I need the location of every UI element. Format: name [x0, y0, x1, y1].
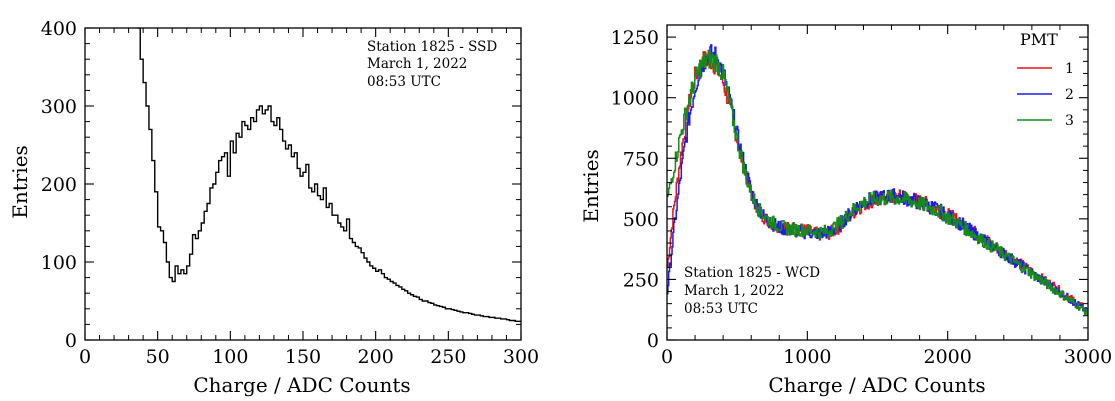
- pmt-3-legend-label: 3: [1065, 113, 1074, 129]
- pmt-1-legend-label: 1: [1065, 61, 1074, 77]
- ssd-plot-frame: [84, 27, 522, 341]
- wcd-y-tick-label: 500: [623, 209, 659, 231]
- wcd-annotation-station: Station 1825 - WCD: [684, 265, 820, 281]
- ssd-annotation-station: Station 1825 - SSD: [367, 39, 497, 55]
- wcd-y-tick-label: 250: [623, 269, 659, 291]
- ssd-histogram-series: [137, 28, 521, 322]
- ssd-x-tick-label: 0: [79, 346, 91, 368]
- wcd-y-tick-label: 1000: [611, 88, 659, 110]
- pmt-legend: PMT 1 2 3: [1017, 30, 1074, 129]
- wcd-y-tick-labels: 0 250 500 750 1000 1250: [611, 27, 659, 352]
- ssd-annotation-date: March 1, 2022: [367, 56, 467, 72]
- wcd-x-tick-label: 1000: [783, 346, 831, 368]
- ssd-x-axis-title: Charge / ADC Counts: [193, 373, 410, 397]
- ssd-y-tick-labels: 0 100 200 300 400: [41, 18, 77, 352]
- wcd-axis-ticks: [666, 24, 1089, 341]
- wcd-y-tick-label: 1250: [611, 27, 659, 49]
- wcd-annotation-time: 08:53 UTC: [684, 301, 758, 317]
- ssd-y-axis-title: Entries: [8, 145, 32, 219]
- wcd-x-tick-label: 3000: [1064, 346, 1112, 368]
- wcd-y-tick-label: 750: [623, 148, 659, 170]
- ssd-x-tick-label: 200: [358, 346, 394, 368]
- ssd-y-tick-label: 200: [41, 174, 77, 196]
- ssd-annotation-time: 08:53 UTC: [367, 74, 441, 90]
- ssd-histogram-panel: 0 50 100 150 200 250 300 0 100 200 300 400 Charge …: [8, 18, 539, 397]
- ssd-x-tick-label: 250: [430, 346, 466, 368]
- ssd-x-tick-labels: 0 50 100 150 200 250 300: [79, 346, 539, 368]
- wcd-x-tick-label: 0: [661, 346, 673, 368]
- pmt-legend-title: PMT: [1020, 30, 1058, 49]
- ssd-y-tick-label: 300: [41, 96, 77, 118]
- wcd-y-tick-label: 0: [647, 330, 659, 352]
- wcd-x-axis-title: Charge / ADC Counts: [768, 373, 985, 397]
- wcd-y-axis-title: Entries: [579, 149, 603, 223]
- pmt-3-line: [667, 49, 1088, 316]
- wcd-annotation-date: March 1, 2022: [684, 283, 784, 299]
- ssd-axis-ticks: [84, 27, 522, 341]
- ssd-x-tick-label: 300: [503, 346, 539, 368]
- ssd-x-tick-label: 150: [285, 346, 321, 368]
- ssd-x-tick-label: 50: [146, 346, 170, 368]
- pmt-legend-items: 1 2 3: [1017, 61, 1074, 129]
- pmt-2-legend-label: 2: [1065, 87, 1074, 103]
- ssd-y-tick-label: 400: [41, 18, 77, 40]
- ssd-histogram-line: [137, 28, 521, 322]
- ssd-y-tick-label: 0: [65, 330, 77, 352]
- wcd-series-group: [667, 44, 1088, 316]
- ssd-x-tick-label: 100: [212, 346, 248, 368]
- wcd-charge-panel: 0 1000 2000 3000 0 250 500 750 1000 1250 Charge …: [579, 24, 1112, 397]
- wcd-x-tick-labels: 0 1000 2000 3000: [661, 346, 1112, 368]
- wcd-x-tick-label: 2000: [923, 346, 971, 368]
- ssd-y-tick-label: 100: [41, 252, 77, 274]
